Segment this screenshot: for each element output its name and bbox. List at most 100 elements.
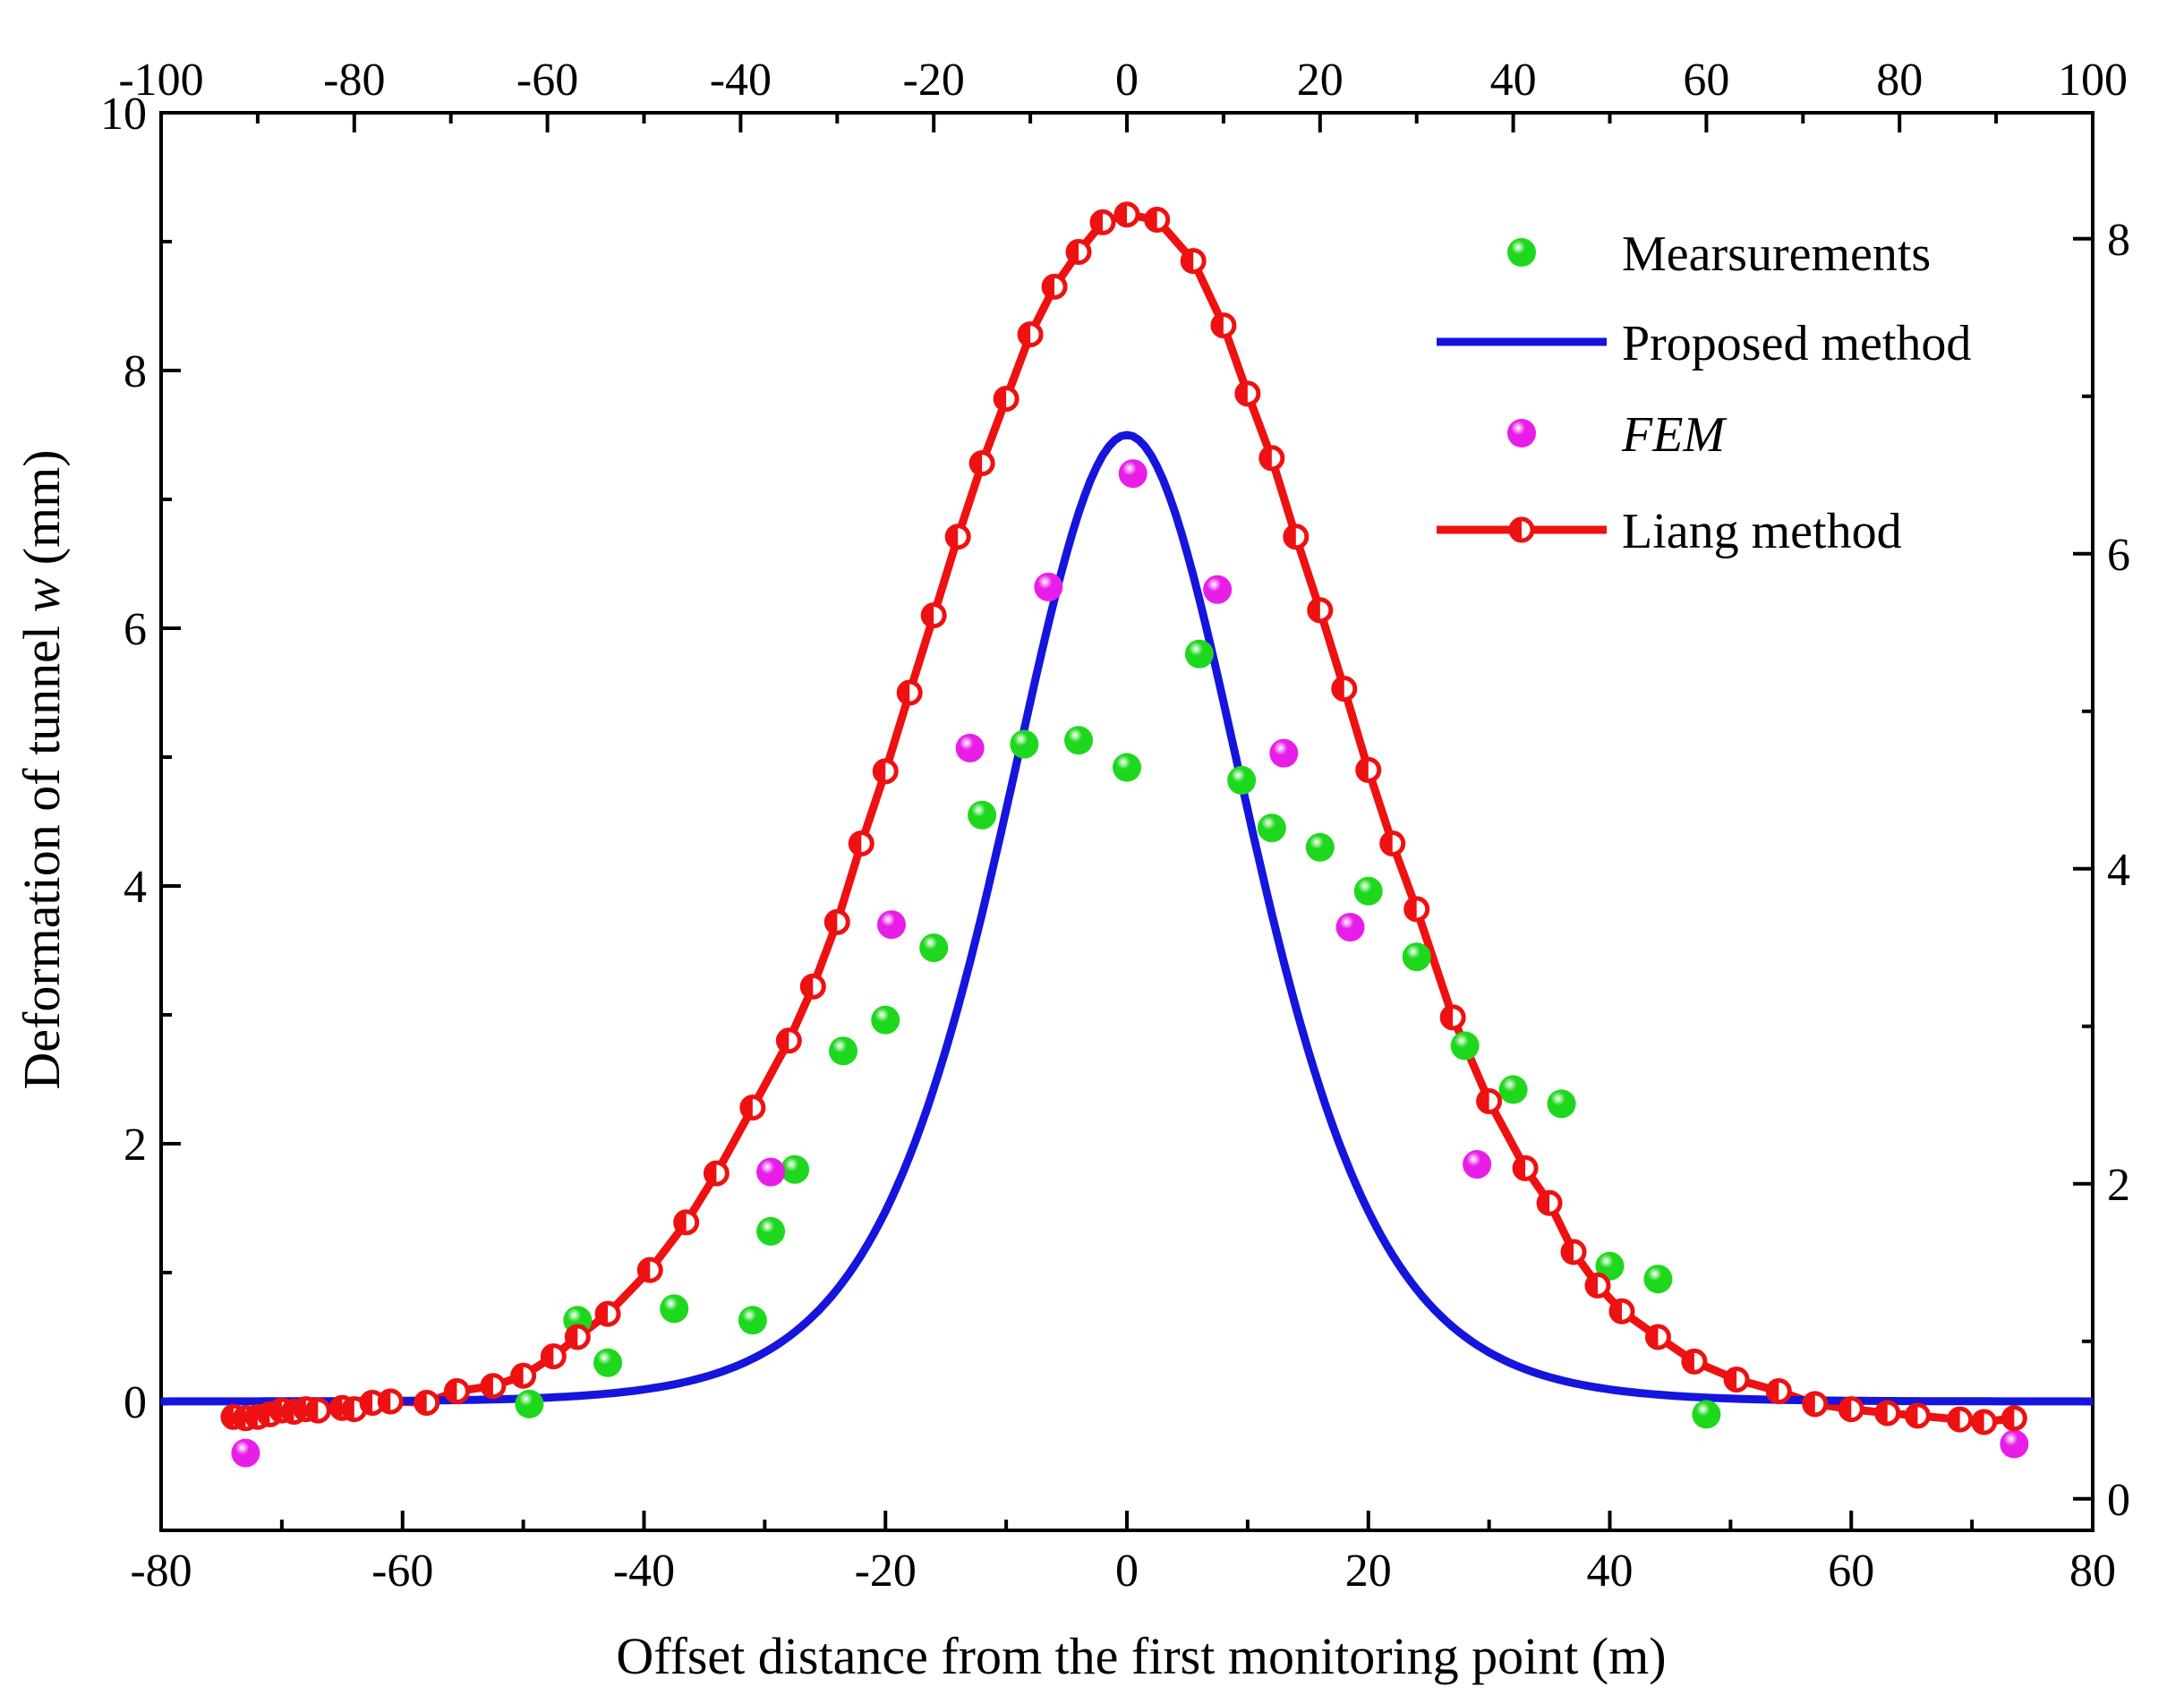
x-tick-label: 40 [1587,1546,1634,1597]
measurement-point [1064,726,1094,755]
y-tick-label: 2 [124,1120,147,1171]
fem-point [231,1438,260,1468]
liang-method-point-fill [850,832,862,855]
liang-method-point-fill [1357,759,1369,781]
liang-method-point-fill [1019,323,1031,345]
liang-method-point-fill [1514,1157,1526,1180]
liang-method-point [1947,1406,1974,1433]
liang-method-point [1180,248,1207,275]
top-x-tick-label: 0 [1115,55,1139,106]
liang-method-point-fill [1804,1393,1815,1415]
liang-method-point-fill [1182,250,1194,272]
liang-method-point [1065,239,1092,266]
liang-method-point [673,1209,700,1236]
liang-method-point-fill [270,1400,282,1422]
legend: Mearsurements Proposed method FEM Liang met… [1437,226,1971,559]
axes-layer: -80 -60 -40 -20 0 20 40 60 80-100 -80 -60 -40 -20 0 20… [100,55,2130,1597]
liang-method-point-fill [1260,447,1272,469]
liang-method-point-fill [1116,203,1127,226]
measurement-point [660,1294,689,1324]
liang-method-point [823,908,850,935]
liang-method-point-fill [1683,1350,1694,1373]
liang-method-point [1536,1189,1563,1216]
liang-method-point [540,1343,567,1370]
liang-method-point-fill [1876,1401,1888,1424]
liang-method-point-fill [1610,1300,1622,1323]
y-axis-title: Deformation of tunnel w (mm) [13,449,71,1089]
liang-method-point-fill [675,1211,687,1233]
x-tick-label: 80 [2069,1546,2116,1597]
right-y-tick-label: 2 [2107,1160,2130,1211]
liang-method-point [1838,1396,1864,1423]
fem-point [1463,1150,1492,1180]
x-tick-label: -40 [613,1546,675,1597]
liang-method-point [1608,1298,1635,1324]
liang-method-point [636,1256,663,1283]
liang-method-point [2001,1405,2027,1432]
liang-method-point-fill [343,1398,354,1420]
top-x-tick-label: 80 [1876,55,1923,106]
liang-method-point-fill [259,1403,270,1426]
liang-method-point-fill [1068,241,1079,263]
liang-method-point-fill [362,1392,373,1414]
liang-method-point [1765,1377,1792,1404]
liang-method-point-fill [294,1398,306,1420]
liang-method-point [799,973,826,1000]
liang-method-point [920,602,947,629]
liang-method-point-fill [331,1397,343,1419]
liang-method-point [1681,1348,1708,1375]
liang-method-point [1355,756,1382,783]
fem-point [1034,572,1063,601]
fem-point [756,1157,786,1187]
measurement-point [1257,813,1286,843]
liang-method-point-fill [1840,1398,1852,1420]
fem-point [1335,913,1365,942]
liang-method-point [1723,1367,1750,1393]
liang-method-point [414,1389,440,1416]
liang-method-point [775,1027,802,1054]
top-x-tick-label: 20 [1297,55,1344,106]
liang-method-point-fill [446,1380,457,1402]
measurement-point [1450,1031,1480,1060]
legend-marker-2 [1507,419,1536,447]
liang-method-point-fill [802,975,814,998]
x-tick-label: -60 [371,1546,433,1597]
right-y-tick-label: 4 [2107,845,2130,896]
legend-label-3: Liang method [1622,504,1902,559]
liang-method-point-fill [1333,677,1344,700]
measurement-point [829,1036,858,1066]
liang-method-point-fill [1212,314,1224,336]
top-x-tick-label: 60 [1683,55,1729,106]
liang-method-point [1512,1154,1539,1181]
x-tick-label: -20 [855,1546,917,1597]
liang-method-point-fill [2003,1407,2015,1429]
measurement-point [1113,753,1141,782]
top-x-tick-label: 100 [2058,55,2128,106]
liang-method-point-fill [1405,898,1417,920]
liang-method-point-fill [307,1400,319,1422]
liang-method-point-fill [1044,276,1055,298]
liang-method-point-fill [899,682,910,703]
liang-method-point-fill [222,1406,234,1428]
proposed-method-line [161,430,2093,1406]
liang-method-point [1017,321,1044,348]
liang-method-point-fill [380,1391,391,1412]
fem-point [1269,738,1299,768]
legend-label-2: FEM [1621,407,1728,463]
right-y-tick-label: 0 [2107,1475,2130,1526]
measurement-point [1184,639,1214,669]
legend-marker-0 [1507,238,1536,267]
liang-method-point-fill [874,760,886,782]
liang-method-point-fill [705,1163,717,1185]
liang-method-point-fill [741,1096,753,1119]
liang-method-point [1874,1400,1901,1427]
liang-method-point-fill [1146,209,1157,231]
liang-method-point-fill [1647,1326,1659,1348]
y-tick-label: 10 [100,89,147,140]
top-x-tick-label: -100 [118,55,203,106]
liang-method-point [443,1377,470,1404]
right-y-tick-label: 6 [2107,530,2130,581]
measurement-point [593,1348,623,1377]
right-y-tick-label: 8 [2107,215,2130,266]
liang-method-point-fill [512,1365,524,1387]
